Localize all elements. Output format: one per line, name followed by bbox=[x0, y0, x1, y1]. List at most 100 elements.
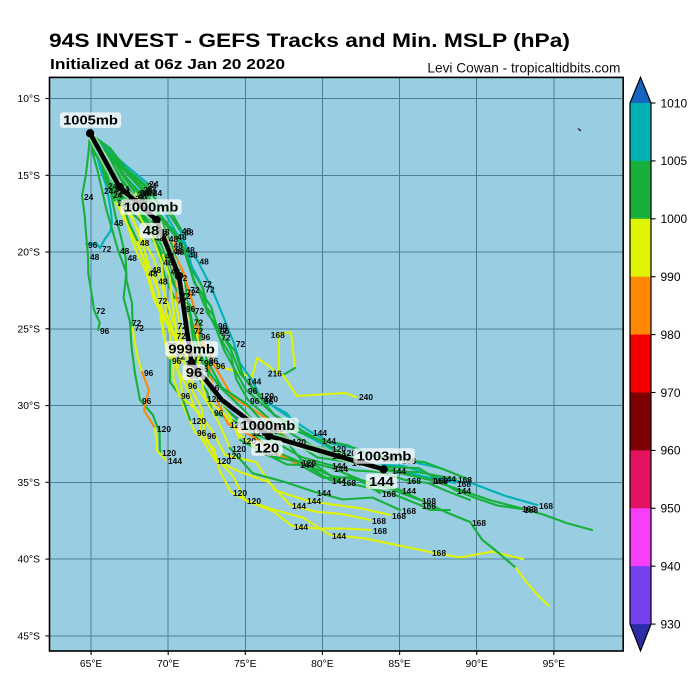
svg-text:10°S: 10°S bbox=[18, 94, 41, 105]
svg-text:96: 96 bbox=[197, 428, 207, 438]
svg-text:120: 120 bbox=[232, 444, 246, 454]
svg-text:96: 96 bbox=[220, 326, 230, 336]
svg-text:1000: 1000 bbox=[661, 212, 688, 226]
svg-text:144: 144 bbox=[369, 474, 395, 489]
svg-text:1003mb: 1003mb bbox=[357, 449, 412, 464]
svg-text:35°S: 35°S bbox=[18, 478, 41, 489]
svg-text:48: 48 bbox=[171, 267, 181, 277]
svg-text:40°S: 40°S bbox=[18, 555, 41, 566]
svg-text:144: 144 bbox=[168, 456, 182, 466]
svg-text:48: 48 bbox=[158, 276, 168, 286]
svg-text:96: 96 bbox=[216, 361, 226, 371]
svg-text:72: 72 bbox=[158, 296, 168, 306]
svg-text:48: 48 bbox=[175, 247, 185, 257]
svg-text:1005mb: 1005mb bbox=[63, 113, 118, 128]
svg-text:72: 72 bbox=[178, 273, 188, 283]
svg-text:48: 48 bbox=[152, 265, 162, 275]
svg-text:168: 168 bbox=[372, 516, 386, 526]
svg-text:144: 144 bbox=[442, 474, 456, 484]
svg-text:94S INVEST - GEFS Tracks and M: 94S INVEST - GEFS Tracks and Min. MSLP (… bbox=[49, 30, 570, 52]
svg-text:24: 24 bbox=[138, 190, 148, 200]
svg-text:168: 168 bbox=[524, 505, 538, 515]
svg-text:48: 48 bbox=[158, 229, 168, 239]
svg-text:120: 120 bbox=[157, 424, 171, 434]
svg-text:45°S: 45°S bbox=[18, 632, 41, 643]
svg-text:144: 144 bbox=[332, 461, 346, 471]
svg-text:144: 144 bbox=[332, 531, 346, 541]
svg-text:24: 24 bbox=[143, 185, 153, 195]
svg-text:950: 950 bbox=[661, 502, 681, 516]
svg-text:120: 120 bbox=[217, 456, 231, 466]
svg-text:48: 48 bbox=[182, 226, 192, 236]
svg-text:990: 990 bbox=[661, 270, 681, 284]
svg-text:48: 48 bbox=[120, 246, 130, 256]
svg-text:120: 120 bbox=[332, 444, 346, 454]
svg-text:144: 144 bbox=[332, 476, 346, 486]
svg-text:72: 72 bbox=[190, 285, 200, 295]
svg-text:24: 24 bbox=[135, 194, 145, 204]
svg-text:120: 120 bbox=[230, 420, 244, 430]
svg-text:72: 72 bbox=[132, 318, 142, 328]
svg-text:96: 96 bbox=[144, 368, 154, 378]
svg-text:70°E: 70°E bbox=[157, 659, 180, 670]
svg-text:144: 144 bbox=[402, 486, 416, 496]
svg-text:72: 72 bbox=[177, 296, 187, 306]
svg-text:120: 120 bbox=[207, 394, 221, 404]
svg-text:24: 24 bbox=[148, 188, 158, 198]
svg-text:120: 120 bbox=[260, 391, 274, 401]
svg-text:120: 120 bbox=[242, 436, 256, 446]
svg-text:120: 120 bbox=[264, 394, 278, 404]
svg-text:24: 24 bbox=[140, 188, 150, 198]
svg-text:72: 72 bbox=[186, 288, 196, 298]
svg-text:72: 72 bbox=[221, 332, 231, 342]
svg-text:144: 144 bbox=[432, 476, 446, 486]
svg-text:24: 24 bbox=[84, 192, 94, 202]
svg-text:48: 48 bbox=[114, 218, 124, 228]
svg-text:120: 120 bbox=[342, 448, 356, 458]
svg-text:24: 24 bbox=[113, 190, 123, 200]
svg-text:85°E: 85°E bbox=[388, 659, 411, 670]
svg-text:72: 72 bbox=[195, 306, 205, 316]
svg-text:Initialized at 06z Jan 20 2020: Initialized at 06z Jan 20 2020 bbox=[50, 56, 285, 73]
svg-text:168: 168 bbox=[382, 489, 396, 499]
svg-text:168: 168 bbox=[434, 476, 448, 486]
svg-text:72: 72 bbox=[102, 244, 112, 254]
svg-text:95°E: 95°E bbox=[543, 659, 566, 670]
svg-text:120: 120 bbox=[247, 496, 261, 506]
svg-text:240: 240 bbox=[359, 392, 373, 402]
svg-text:80°E: 80°E bbox=[311, 659, 334, 670]
svg-text:96: 96 bbox=[181, 391, 191, 401]
svg-text:1005: 1005 bbox=[661, 154, 688, 168]
svg-text:960: 960 bbox=[661, 444, 681, 458]
svg-text:168: 168 bbox=[373, 526, 387, 536]
svg-text:144: 144 bbox=[294, 522, 308, 532]
svg-text:168: 168 bbox=[539, 501, 553, 511]
svg-text:48: 48 bbox=[143, 223, 160, 238]
svg-text:96: 96 bbox=[186, 365, 203, 380]
svg-text:48: 48 bbox=[174, 241, 184, 251]
svg-text:48: 48 bbox=[169, 234, 179, 244]
svg-text:980: 980 bbox=[661, 328, 681, 342]
svg-text:24: 24 bbox=[140, 188, 150, 198]
svg-text:24: 24 bbox=[153, 188, 163, 198]
svg-text:168: 168 bbox=[271, 330, 285, 340]
svg-text:120: 120 bbox=[227, 451, 241, 461]
svg-text:216: 216 bbox=[268, 368, 282, 378]
svg-text:15°S: 15°S bbox=[18, 171, 41, 182]
svg-text:144: 144 bbox=[292, 501, 306, 511]
svg-text:72: 72 bbox=[205, 285, 215, 295]
svg-text:72: 72 bbox=[178, 321, 188, 331]
svg-text:120: 120 bbox=[233, 488, 247, 498]
svg-text:168: 168 bbox=[472, 518, 486, 528]
svg-text:20°S: 20°S bbox=[18, 248, 41, 259]
svg-text:120: 120 bbox=[192, 416, 206, 426]
svg-text:48: 48 bbox=[184, 228, 194, 238]
svg-text:24: 24 bbox=[121, 186, 131, 196]
svg-text:1000mb: 1000mb bbox=[124, 200, 179, 215]
svg-text:72: 72 bbox=[135, 323, 145, 333]
svg-text:168: 168 bbox=[422, 496, 436, 506]
svg-text:96: 96 bbox=[204, 358, 214, 368]
svg-text:48: 48 bbox=[177, 232, 187, 242]
svg-text:96: 96 bbox=[100, 326, 110, 336]
svg-text:24: 24 bbox=[149, 179, 159, 189]
